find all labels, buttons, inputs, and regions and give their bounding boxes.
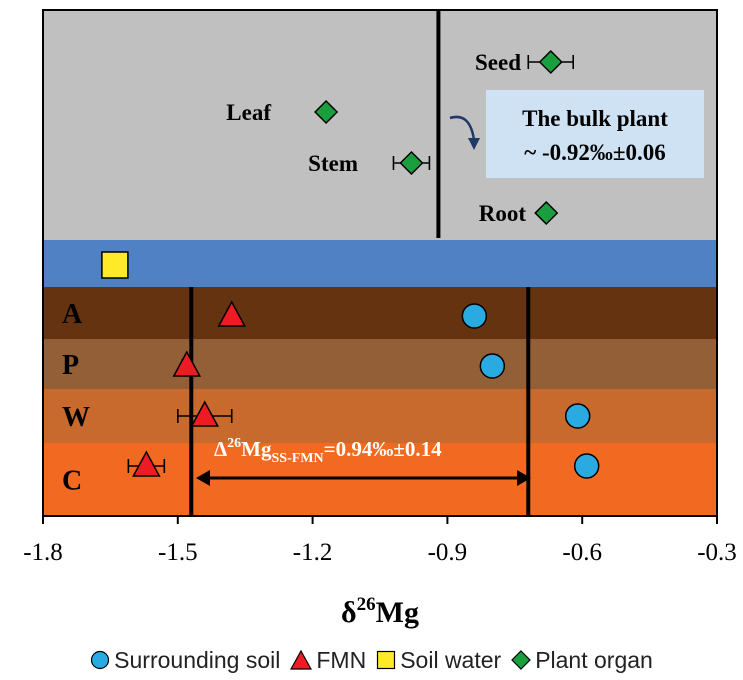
bulk-plant-arrow: [449, 115, 476, 141]
triangle-marker-icon: [290, 650, 313, 670]
chart: APW C Seed Leaf Stem Root The bulk plant ~ -…: [23, 9, 737, 629]
delta-base: Δ: [214, 437, 227, 461]
delta-annotation: Δ26MgSS-FMN=0.94‰±0.14: [214, 436, 442, 466]
square-marker-icon: [377, 650, 396, 670]
delta-sup: 26: [227, 436, 241, 451]
legend-label-soil-water: Soil water: [400, 646, 502, 673]
delta-arrowhead-left: [196, 470, 210, 486]
zone-P: [43, 339, 717, 389]
zone-labels: APW C: [62, 299, 90, 497]
legend-label-surrounding-soil: Surrounding soil: [114, 646, 281, 673]
point-plant-organ-seed: [538, 49, 563, 75]
point-fmn-w: [190, 400, 220, 427]
point-surrounding-soil-w: [564, 403, 591, 429]
delta-value: =0.94‰±0.14: [324, 437, 442, 461]
point-fmn-a: [217, 300, 246, 327]
point-surrounding-soil-a: [461, 303, 488, 329]
zone-W: [43, 389, 717, 443]
delta-mg: Mg: [241, 437, 272, 461]
x-tick-label-4: -0.6: [562, 539, 602, 566]
delta-sub: SS-FMN: [272, 451, 324, 466]
zone-backgrounds: [43, 10, 717, 516]
point-soil-water-soil-water: [101, 251, 129, 279]
data-points: [101, 49, 600, 479]
x-tick-label-2: -1.2: [293, 539, 333, 566]
point-plant-organ-stem: [399, 150, 424, 176]
x-axis-label: δ26Mg: [341, 594, 419, 629]
x-axis: -1.8 -1.5 -1.2 -0.9 -0.6 -0.3: [23, 516, 737, 566]
bulk-plant-value: ~ -0.92‰±0.06: [524, 140, 666, 165]
organ-label-seed: Seed: [475, 50, 521, 75]
zone-label-P: P: [62, 350, 79, 381]
point-plant-organ-leaf: [314, 99, 339, 125]
point-plant-organ-root: [534, 200, 559, 226]
organ-labels: Seed Leaf Stem Root: [226, 50, 526, 226]
legend-item-soil-water: Soil water: [376, 647, 501, 674]
bulk-plant-arrowhead: [468, 138, 480, 150]
zone-A: [43, 287, 717, 339]
delta-arrowhead-right: [517, 470, 531, 486]
diamond-marker-icon: [511, 650, 532, 670]
x-tick-label-1: -1.5: [158, 539, 198, 566]
point-fmn-p: [172, 350, 202, 377]
x-tick-label-0: -1.8: [23, 539, 63, 566]
x-tick-label-5: -0.3: [697, 539, 737, 566]
zone-label-W: W: [62, 402, 90, 433]
zone-label-C: C: [62, 466, 82, 497]
legend-item-fmn: FMN: [290, 647, 366, 674]
legend: Surrounding soil FMN Soil water Plant or…: [0, 640, 743, 680]
bulk-plant-box: [486, 90, 704, 178]
legend-label-plant-organ: Plant organ: [535, 646, 653, 673]
circle-marker-icon: [91, 650, 110, 670]
zone-soil-water: [43, 240, 717, 287]
x-axis-label-sup: 26: [357, 594, 376, 615]
organ-label-leaf: Leaf: [226, 100, 271, 125]
x-axis-label-base: δ: [341, 596, 357, 629]
legend-item-surrounding-soil: Surrounding soil: [90, 647, 280, 674]
legend-label-fmn: FMN: [316, 646, 367, 673]
point-surrounding-soil-p: [479, 353, 506, 379]
zone-label-A: A: [62, 299, 83, 330]
organ-label-root: Root: [479, 201, 527, 226]
x-tick-label-3: -0.9: [428, 539, 468, 566]
plot-frame: [42, 9, 718, 517]
point-surrounding-soil-c: [573, 453, 600, 479]
bulk-plant-title: The bulk plant: [522, 106, 668, 131]
point-fmn-c: [132, 450, 161, 477]
organ-label-stem: Stem: [308, 151, 358, 176]
x-axis-label-rest: Mg: [376, 596, 419, 629]
legend-item-plant-organ: Plant organ: [511, 647, 653, 674]
